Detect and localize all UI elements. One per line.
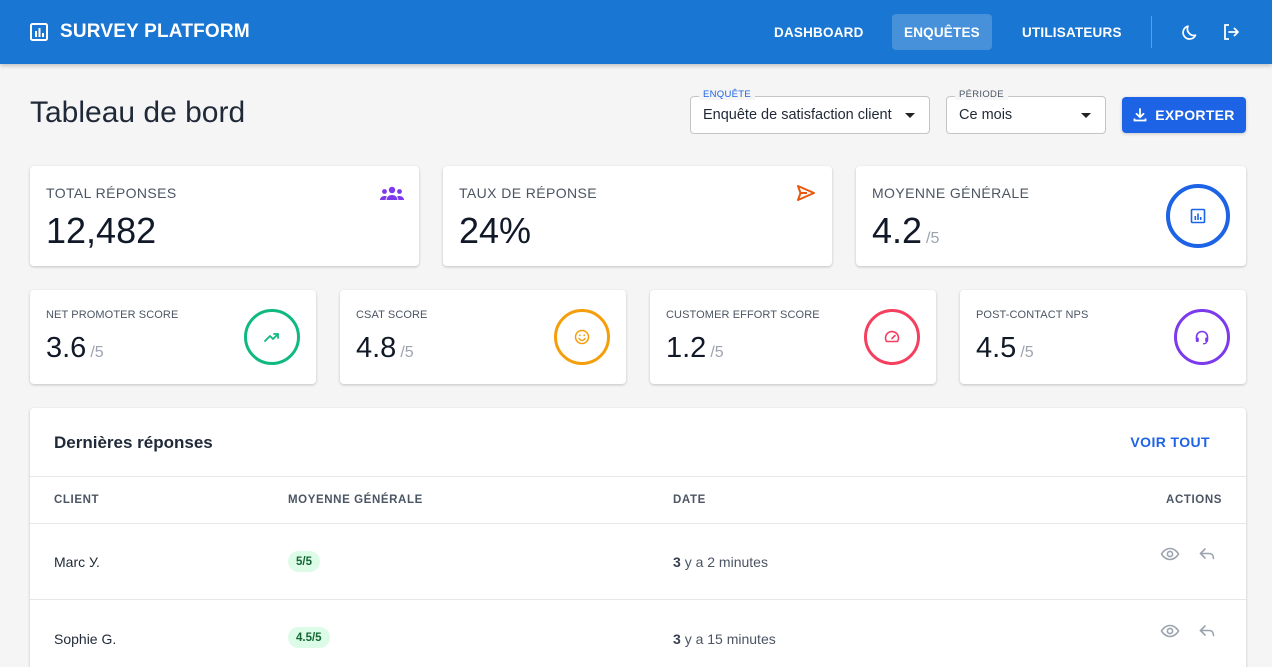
- response-date: 3 y a 2 minutes: [673, 554, 768, 570]
- reply-icon[interactable]: [1197, 544, 1217, 564]
- eye-icon[interactable]: [1160, 544, 1180, 564]
- stat-card-rate: TAUX DE RÉPONSE 24%: [443, 166, 832, 266]
- survey-select-label: ENQUÊTE: [699, 89, 756, 100]
- score-label: POST-CONTACT NPS: [976, 309, 1089, 321]
- score-badge: 5/5: [288, 551, 320, 572]
- score-denominator: /5: [1020, 344, 1034, 361]
- chart-icon: [1166, 184, 1230, 248]
- score-value: 3.6: [46, 332, 87, 364]
- stat-card-total: TOTAL RÉPONSES 12,482: [30, 166, 419, 266]
- score-card-post-contact-nps: POST-CONTACT NPS 4.5 /5: [960, 290, 1246, 384]
- nav-utilisateurs[interactable]: UTILISATEURS: [1022, 24, 1122, 40]
- latest-responses-card: Dernières réponses VOIR TOUT CLIENT MOYE…: [30, 408, 1246, 667]
- score-denominator: /5: [400, 344, 414, 361]
- survey-select[interactable]: ENQUÊTE Enquête de satisfaction client: [690, 89, 930, 134]
- score-label: CSAT SCORE: [356, 309, 428, 321]
- export-label: EXPORTER: [1155, 107, 1235, 123]
- column-header-date[interactable]: DATE: [673, 494, 706, 506]
- score-card-nps: NET PROMOTER SCORE 3.6 /5: [30, 290, 316, 384]
- score-label: CUSTOMER EFFORT SCORE: [666, 309, 820, 321]
- divider: [30, 476, 1246, 477]
- score-denominator: /5: [710, 344, 724, 361]
- score-card-ces: CUSTOMER EFFORT SCORE 1.2 /5: [650, 290, 936, 384]
- chevron-down-icon: [1081, 113, 1091, 118]
- stat-value: 4.2: [872, 210, 923, 251]
- column-header-actions: ACTIONS: [1166, 494, 1222, 506]
- survey-select-value: Enquête de satisfaction client: [703, 107, 892, 123]
- score-value: 4.5: [976, 332, 1017, 364]
- date-number: 3: [673, 631, 681, 647]
- date-text: y a 15 minutes: [684, 631, 776, 647]
- app-bar: SURVEY PLATFORM DASHBOARD ENQUÊTES UTILI…: [0, 0, 1272, 64]
- page-title: Tableau de bord: [30, 96, 246, 129]
- score-badge: 4.5/5: [288, 627, 330, 648]
- smiley-icon: [554, 309, 610, 365]
- stat-label: TAUX DE RÉPONSE: [459, 185, 597, 201]
- app-title: SURVEY PLATFORM: [60, 21, 250, 42]
- reply-icon[interactable]: [1197, 621, 1217, 641]
- score-value-group: 4.5 /5: [976, 332, 1034, 365]
- score-denominator: /5: [90, 344, 104, 361]
- nav-enquetes[interactable]: ENQUÊTES: [892, 14, 992, 50]
- eye-icon[interactable]: [1160, 621, 1180, 641]
- score-card-csat: CSAT SCORE 4.8 /5: [340, 290, 626, 384]
- divider: [30, 523, 1246, 524]
- latest-responses-title: Dernières réponses: [54, 433, 213, 452]
- stat-card-average: MOYENNE GÉNÉRALE 4.2 /5: [856, 166, 1246, 266]
- score-value: 1.2: [666, 332, 707, 364]
- stat-label: MOYENNE GÉNÉRALE: [872, 185, 1030, 201]
- client-name: Sophie G.: [54, 631, 117, 647]
- score-value: 4.8: [356, 332, 397, 364]
- view-all-button[interactable]: VOIR TOUT: [1130, 434, 1210, 450]
- date-text: y a 2 minutes: [684, 554, 768, 570]
- column-header-average[interactable]: MOYENNE GÉNÉRALE: [288, 494, 423, 506]
- brand[interactable]: SURVEY PLATFORM: [30, 0, 250, 64]
- stat-denominator: /5: [926, 230, 940, 247]
- period-select-label: PÉRIODE: [955, 89, 1008, 100]
- trending-up-icon: [244, 309, 300, 365]
- group-icon: [380, 186, 404, 200]
- score-value-group: 1.2 /5: [666, 332, 724, 365]
- period-select[interactable]: PÉRIODE Ce mois: [946, 89, 1106, 134]
- stat-value: 24%: [459, 210, 532, 251]
- column-header-client[interactable]: CLIENT: [54, 494, 100, 506]
- chevron-down-icon: [905, 113, 915, 118]
- period-select-value: Ce mois: [959, 107, 1013, 123]
- date-number: 3: [673, 554, 681, 570]
- divider: [30, 599, 1246, 600]
- score-value-group: 4.8 /5: [356, 332, 414, 365]
- stat-value-group: 4.2 /5: [872, 210, 939, 252]
- headset-icon: [1174, 309, 1230, 365]
- send-icon: [797, 185, 815, 201]
- export-button[interactable]: EXPORTER: [1122, 97, 1246, 133]
- download-icon: [1133, 108, 1147, 122]
- score-value-group: 3.6 /5: [46, 332, 104, 365]
- stat-value: 12,482: [46, 210, 157, 251]
- logout-icon[interactable]: [1221, 22, 1241, 42]
- nav-divider: [1151, 16, 1152, 48]
- stat-label: TOTAL RÉPONSES: [46, 185, 177, 201]
- speedometer-icon: [864, 309, 920, 365]
- client-name: Marc У.: [54, 554, 100, 570]
- score-label: NET PROMOTER SCORE: [46, 309, 179, 321]
- moon-icon[interactable]: [1181, 22, 1201, 42]
- nav-dashboard[interactable]: DASHBOARD: [774, 24, 864, 40]
- response-date: 3 y a 15 minutes: [673, 631, 776, 647]
- bar-chart-icon: [30, 23, 48, 41]
